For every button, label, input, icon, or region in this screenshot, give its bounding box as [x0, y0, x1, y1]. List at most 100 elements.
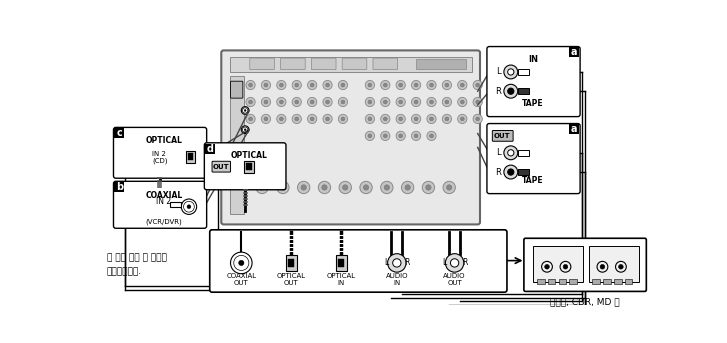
Text: R: R: [496, 168, 502, 177]
Text: d: d: [206, 144, 214, 154]
Circle shape: [246, 114, 255, 123]
Circle shape: [451, 259, 459, 267]
Bar: [246, 153, 252, 161]
Circle shape: [381, 97, 390, 107]
Circle shape: [383, 83, 387, 87]
Circle shape: [322, 185, 327, 190]
Circle shape: [249, 100, 252, 104]
Circle shape: [279, 100, 284, 104]
Circle shape: [475, 100, 480, 104]
Circle shape: [338, 114, 348, 123]
Circle shape: [360, 181, 372, 193]
Bar: [569, 279, 577, 284]
Circle shape: [365, 97, 374, 107]
Circle shape: [249, 117, 252, 121]
Circle shape: [458, 114, 467, 123]
Circle shape: [411, 97, 421, 107]
Text: R: R: [462, 258, 467, 268]
Circle shape: [277, 114, 286, 123]
Circle shape: [341, 100, 345, 104]
FancyBboxPatch shape: [113, 127, 206, 178]
Circle shape: [368, 100, 371, 104]
Text: (CD): (CD): [153, 157, 168, 164]
Circle shape: [504, 65, 518, 79]
Circle shape: [430, 100, 433, 104]
Circle shape: [181, 199, 196, 214]
Bar: [114, 182, 124, 192]
Circle shape: [339, 181, 351, 193]
Text: L: L: [496, 148, 501, 157]
Bar: [255, 155, 258, 159]
Bar: [416, 59, 466, 69]
Circle shape: [264, 83, 268, 87]
Circle shape: [341, 83, 345, 87]
Circle shape: [399, 83, 403, 87]
Circle shape: [399, 134, 403, 138]
Text: COAXIAL
OUT: COAXIAL OUT: [226, 273, 257, 286]
Circle shape: [414, 100, 418, 104]
Circle shape: [411, 114, 421, 123]
Circle shape: [241, 107, 249, 114]
Bar: [603, 279, 611, 284]
Circle shape: [399, 100, 403, 104]
Circle shape: [446, 254, 464, 272]
Circle shape: [445, 83, 449, 87]
Text: AUDIO
OUT: AUDIO OUT: [443, 273, 466, 286]
Circle shape: [475, 117, 480, 121]
Circle shape: [230, 252, 252, 274]
Circle shape: [364, 185, 369, 190]
Circle shape: [310, 100, 314, 104]
Circle shape: [381, 131, 390, 141]
Bar: [286, 255, 297, 271]
FancyBboxPatch shape: [113, 181, 206, 228]
FancyBboxPatch shape: [342, 58, 367, 70]
Bar: [518, 169, 529, 175]
Circle shape: [383, 134, 387, 138]
Circle shape: [365, 114, 374, 123]
Bar: [254, 153, 260, 161]
FancyBboxPatch shape: [230, 81, 243, 98]
Text: a: a: [571, 124, 577, 134]
Circle shape: [442, 80, 451, 90]
Circle shape: [401, 181, 414, 193]
Circle shape: [256, 181, 268, 193]
Circle shape: [323, 114, 332, 123]
Circle shape: [338, 97, 348, 107]
Circle shape: [368, 117, 371, 121]
Circle shape: [264, 100, 268, 104]
Circle shape: [427, 131, 436, 141]
Circle shape: [426, 185, 431, 190]
Circle shape: [445, 100, 449, 104]
Text: c: c: [116, 128, 122, 138]
Bar: [569, 124, 579, 134]
Circle shape: [460, 117, 465, 121]
Circle shape: [393, 259, 401, 267]
Circle shape: [414, 117, 418, 121]
Text: OUT: OUT: [213, 164, 230, 170]
Circle shape: [323, 97, 332, 107]
Bar: [169, 202, 181, 208]
Circle shape: [292, 80, 302, 90]
Circle shape: [411, 131, 421, 141]
Text: AUDIO
IN: AUDIO IN: [385, 273, 408, 286]
FancyBboxPatch shape: [204, 143, 286, 190]
FancyBboxPatch shape: [524, 238, 646, 292]
Circle shape: [507, 88, 514, 94]
Circle shape: [458, 80, 467, 90]
Bar: [188, 153, 193, 160]
Circle shape: [261, 114, 270, 123]
Text: OPTICAL: OPTICAL: [145, 136, 182, 145]
Circle shape: [399, 117, 403, 121]
FancyBboxPatch shape: [492, 130, 513, 141]
Circle shape: [292, 114, 302, 123]
Text: (VCR/DVR): (VCR/DVR): [145, 218, 182, 225]
Bar: [547, 279, 555, 284]
Circle shape: [396, 80, 406, 90]
Circle shape: [396, 114, 406, 123]
Circle shape: [297, 181, 310, 193]
Circle shape: [246, 97, 255, 107]
Circle shape: [545, 264, 550, 269]
Text: OPTICAL
IN: OPTICAL IN: [327, 273, 356, 286]
Circle shape: [442, 97, 451, 107]
Circle shape: [368, 83, 371, 87]
